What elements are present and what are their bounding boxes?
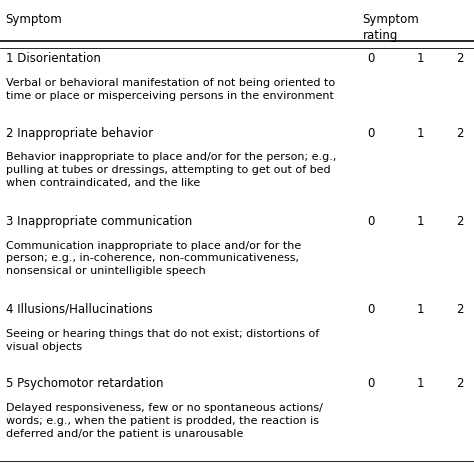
- Text: Verbal or behavioral manifestation of not being oriented to
time or place or mis: Verbal or behavioral manifestation of no…: [6, 78, 335, 101]
- Text: 0: 0: [367, 127, 375, 140]
- Text: Behavior inappropriate to place and/or for the person; e.g.,
pulling at tubes or: Behavior inappropriate to place and/or f…: [6, 152, 336, 188]
- Text: 1 Disorientation: 1 Disorientation: [6, 53, 100, 65]
- Text: 1: 1: [416, 215, 424, 228]
- Text: 2: 2: [456, 127, 464, 140]
- Text: 5 Psychomotor retardation: 5 Psychomotor retardation: [6, 377, 163, 390]
- Text: Seeing or hearing things that do not exist; distortions of
visual objects: Seeing or hearing things that do not exi…: [6, 329, 319, 352]
- Text: 1: 1: [416, 53, 424, 65]
- Text: 1: 1: [416, 303, 424, 316]
- Text: Communication inappropriate to place and/or for the
person; e.g., in-coherence, : Communication inappropriate to place and…: [6, 240, 301, 276]
- Text: 2: 2: [456, 53, 464, 65]
- Text: 2: 2: [456, 215, 464, 228]
- Text: 2: 2: [456, 303, 464, 316]
- Text: 0: 0: [367, 215, 375, 228]
- Text: Delayed responsiveness, few or no spontaneous actions/
words; e.g., when the pat: Delayed responsiveness, few or no sponta…: [6, 403, 323, 439]
- Text: 1: 1: [416, 377, 424, 390]
- Text: 0: 0: [367, 53, 375, 65]
- Text: 1: 1: [416, 127, 424, 140]
- Text: 3 Inappropriate communication: 3 Inappropriate communication: [6, 215, 192, 228]
- Text: 4 Illusions/Hallucinations: 4 Illusions/Hallucinations: [6, 303, 153, 316]
- Text: 0: 0: [367, 377, 375, 390]
- Text: Symptom: Symptom: [6, 13, 63, 26]
- Text: Symptom
rating: Symptom rating: [363, 13, 419, 42]
- Text: 0: 0: [367, 303, 375, 316]
- Text: 2 Inappropriate behavior: 2 Inappropriate behavior: [6, 127, 153, 140]
- Text: 2: 2: [456, 377, 464, 390]
